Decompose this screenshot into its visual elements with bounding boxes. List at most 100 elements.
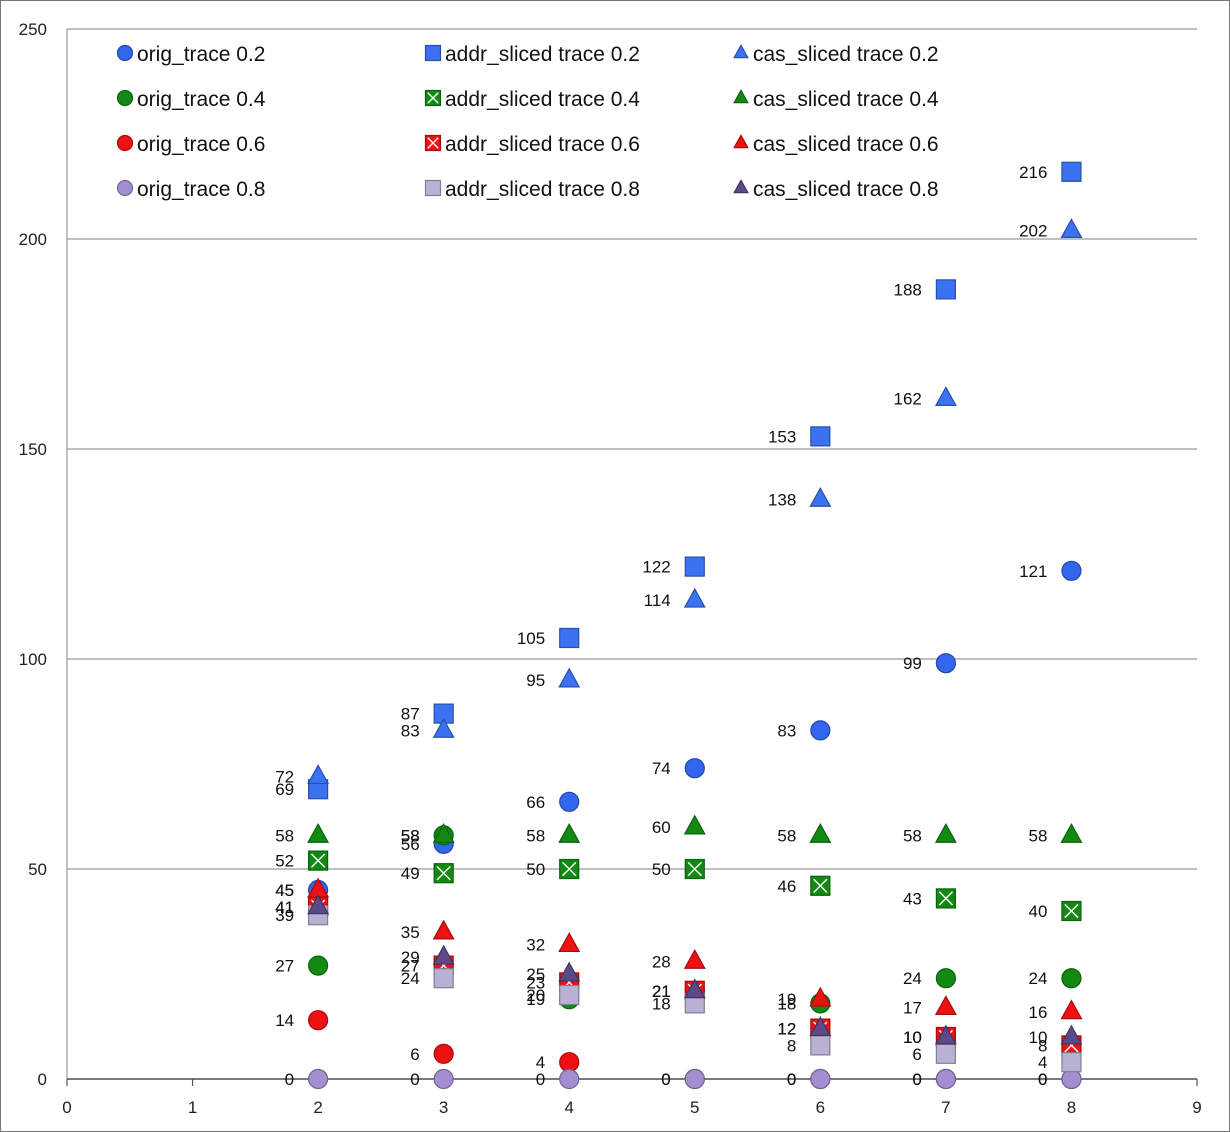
data-point bbox=[809, 822, 832, 843]
data-labels: 4556667483991216987105122153188216728395… bbox=[275, 163, 1047, 1089]
data-label: 21 bbox=[652, 982, 671, 1001]
data-point bbox=[1061, 900, 1082, 922]
data-label: 0 bbox=[1038, 1070, 1047, 1089]
data-label: 0 bbox=[536, 1070, 545, 1089]
legend-marker bbox=[116, 179, 134, 197]
data-label: 0 bbox=[787, 1070, 796, 1089]
legend-label: cas_sliced trace 0.2 bbox=[753, 43, 939, 66]
legend-item: addr_sliced trace 0.4 bbox=[424, 88, 640, 111]
data-label: 46 bbox=[777, 877, 796, 896]
data-label: 10 bbox=[903, 1028, 922, 1047]
legend-label: orig_trace 0.8 bbox=[137, 178, 265, 201]
y-tick-label: 50 bbox=[28, 860, 47, 879]
data-label: 153 bbox=[768, 427, 796, 446]
data-point bbox=[683, 587, 706, 608]
y-tick-label: 250 bbox=[19, 20, 47, 39]
data-label: 216 bbox=[1019, 163, 1047, 182]
series-addr-sliced-trace-0-6 bbox=[308, 896, 1082, 1056]
legend-label: cas_sliced trace 0.4 bbox=[753, 88, 939, 111]
legend-marker bbox=[733, 89, 749, 104]
data-label: 58 bbox=[401, 826, 420, 845]
data-label: 50 bbox=[652, 860, 671, 879]
data-point bbox=[1061, 1052, 1082, 1073]
data-point bbox=[559, 1068, 580, 1090]
data-point bbox=[559, 984, 580, 1006]
legend-label: orig_trace 0.2 bbox=[137, 43, 265, 66]
data-point bbox=[1061, 968, 1082, 989]
data-label: 8 bbox=[787, 1036, 796, 1055]
data-label: 52 bbox=[275, 852, 294, 871]
data-label: 29 bbox=[401, 948, 420, 967]
data-label: 58 bbox=[1029, 826, 1048, 845]
data-point bbox=[683, 978, 706, 999]
data-label: 58 bbox=[526, 826, 545, 845]
data-point bbox=[432, 919, 455, 940]
data-label: 20 bbox=[526, 986, 545, 1005]
data-label: 28 bbox=[652, 952, 671, 971]
data-label: 24 bbox=[903, 969, 922, 988]
legend-item: orig_trace 0.6 bbox=[116, 133, 265, 156]
data-point bbox=[810, 1068, 831, 1090]
data-point bbox=[934, 995, 957, 1016]
series-cas-sliced-trace-0-4 bbox=[307, 814, 1083, 843]
data-point bbox=[433, 1068, 454, 1090]
data-label: 83 bbox=[401, 721, 420, 740]
y-tick-label: 100 bbox=[19, 650, 47, 669]
data-label: 188 bbox=[894, 280, 922, 299]
data-point bbox=[433, 1043, 454, 1064]
data-label: 27 bbox=[275, 957, 294, 976]
series-orig-trace-0-2 bbox=[308, 560, 1082, 901]
data-label: 72 bbox=[275, 768, 294, 787]
data-label: 0 bbox=[912, 1070, 921, 1089]
data-label: 121 bbox=[1019, 562, 1047, 581]
data-label: 58 bbox=[275, 826, 294, 845]
legend-label: addr_sliced trace 0.6 bbox=[445, 133, 640, 156]
data-point bbox=[934, 386, 957, 407]
data-point bbox=[558, 932, 581, 953]
data-label: 18 bbox=[652, 994, 671, 1013]
x-tick-label: 6 bbox=[816, 1098, 825, 1117]
data-point bbox=[935, 653, 956, 674]
data-label: 19 bbox=[777, 990, 796, 1009]
data-point bbox=[1060, 1024, 1083, 1045]
data-label: 10 bbox=[903, 1028, 922, 1047]
data-point bbox=[1061, 161, 1082, 182]
data-label: 24 bbox=[1029, 969, 1048, 988]
data-label: 58 bbox=[903, 826, 922, 845]
data-label: 74 bbox=[652, 759, 671, 778]
x-tick-label: 3 bbox=[439, 1098, 448, 1117]
data-label: 4 bbox=[1038, 1053, 1047, 1072]
data-point bbox=[684, 758, 705, 779]
data-point bbox=[810, 875, 831, 896]
data-point bbox=[558, 961, 581, 982]
data-label: 41 bbox=[275, 898, 294, 917]
data-label: 6 bbox=[912, 1045, 921, 1064]
data-label: 23 bbox=[526, 973, 545, 992]
series-cas-sliced-trace-0-2 bbox=[307, 218, 1083, 785]
data-point bbox=[308, 1010, 329, 1031]
data-point bbox=[432, 717, 455, 738]
data-point bbox=[810, 1035, 831, 1056]
data-point bbox=[935, 888, 956, 909]
data-label: 21 bbox=[652, 982, 671, 1001]
data-label: 18 bbox=[777, 994, 796, 1013]
legend-marker bbox=[116, 134, 134, 152]
legend-marker bbox=[424, 44, 442, 62]
data-point bbox=[1060, 218, 1083, 239]
data-point bbox=[307, 822, 330, 843]
data-label: 50 bbox=[526, 860, 545, 879]
data-point bbox=[810, 426, 831, 447]
legend-label: addr_sliced trace 0.8 bbox=[445, 178, 640, 201]
y-tick-label: 150 bbox=[19, 440, 47, 459]
data-point bbox=[559, 791, 580, 812]
data-label: 39 bbox=[275, 906, 294, 925]
series-cas-sliced-trace-0-6 bbox=[307, 877, 1083, 1020]
legend-item: orig_trace 0.4 bbox=[116, 88, 266, 111]
legend-label: orig_trace 0.6 bbox=[137, 133, 265, 156]
data-point bbox=[307, 764, 330, 785]
data-label: 105 bbox=[517, 629, 545, 648]
data-point bbox=[934, 1024, 957, 1045]
legend-label: addr_sliced trace 0.4 bbox=[445, 88, 640, 111]
